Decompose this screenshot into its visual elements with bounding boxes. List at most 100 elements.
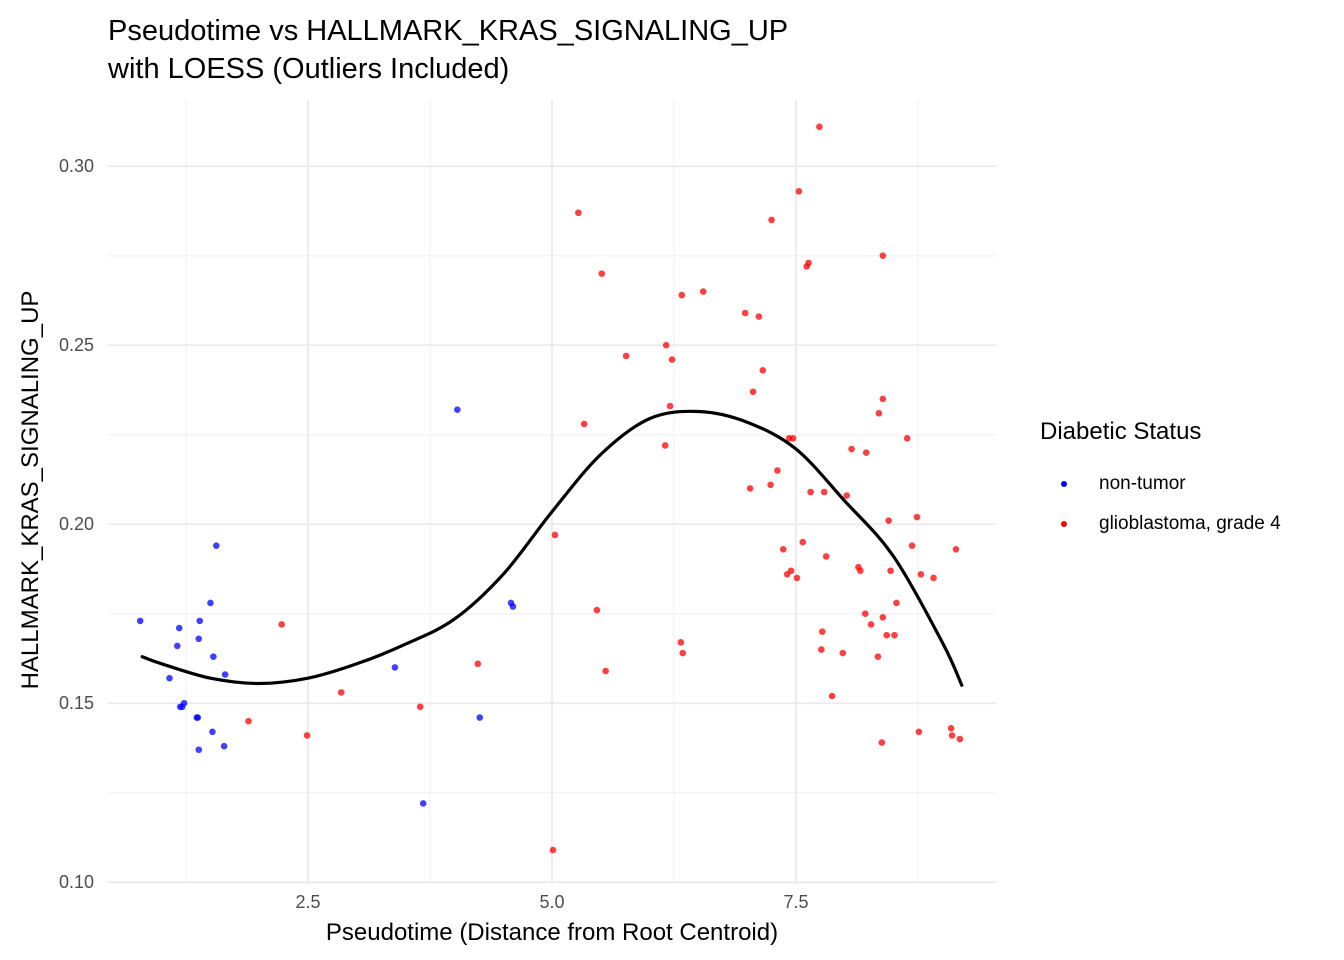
data-point (789, 435, 797, 442)
legend-item-glioblastoma: glioblastoma, grade 4 (1040, 504, 1281, 544)
x-tick-label: 7.5 (783, 892, 808, 912)
data-point (598, 270, 606, 277)
data-point (787, 567, 795, 575)
data-point (666, 402, 674, 410)
data-point (679, 649, 687, 657)
data-point (875, 409, 883, 417)
data-points (136, 123, 964, 854)
data-point (580, 420, 588, 428)
data-point (807, 488, 814, 496)
data-point (136, 617, 144, 625)
data-point (768, 216, 775, 224)
data-point (948, 732, 956, 739)
data-point (746, 485, 754, 492)
data-point (551, 531, 559, 539)
data-point (245, 717, 252, 725)
data-point (213, 542, 220, 549)
y-tick-labels: 0.10 0.15 0.20 0.25 0.30 (59, 156, 94, 892)
data-point (759, 366, 767, 374)
data-point (755, 313, 763, 320)
loess-line (140, 409, 964, 687)
data-point (593, 606, 601, 614)
data-point (209, 728, 216, 736)
y-tick-label: 0.25 (59, 335, 94, 355)
data-point (848, 445, 855, 453)
data-point (883, 631, 891, 639)
data-point (767, 481, 774, 489)
data-point (195, 746, 203, 754)
x-tick-label: 2.5 (296, 892, 321, 912)
legend-key-non-tumor (1055, 475, 1073, 493)
data-point (337, 689, 345, 696)
data-point (196, 617, 204, 625)
data-point (749, 388, 757, 396)
data-point (828, 692, 836, 700)
x-axis-title: Pseudotime (Distance from Root Centroid) (326, 919, 778, 946)
data-point (908, 542, 916, 549)
chart-title: Pseudotime vs HALLMARK_KRAS_SIGNALING_UP… (108, 12, 788, 88)
data-point (867, 621, 875, 628)
y-tick-label: 0.30 (59, 156, 94, 176)
data-point (419, 800, 427, 807)
data-point (947, 724, 955, 732)
data-point (952, 545, 960, 553)
data-point (509, 603, 517, 610)
data-point (278, 621, 285, 628)
data-point (913, 513, 921, 521)
data-point (857, 567, 864, 575)
data-point (917, 571, 925, 578)
data-point (930, 574, 937, 582)
data-point (220, 742, 228, 750)
data-point (622, 352, 630, 360)
y-tick-label: 0.20 (59, 514, 94, 534)
data-point (416, 703, 424, 711)
data-point (699, 288, 707, 295)
data-point (774, 467, 781, 474)
data-point (893, 599, 900, 607)
data-point (677, 639, 685, 646)
grid-major (108, 100, 996, 884)
legend-item-non-tumor: non-tumor (1040, 464, 1281, 504)
data-point (668, 356, 676, 363)
x-tick-labels: 2.5 5.0 7.5 (296, 892, 809, 912)
data-point (862, 449, 870, 456)
data-point (210, 653, 217, 660)
data-point (861, 610, 869, 618)
data-point (915, 728, 923, 736)
data-point (575, 209, 582, 217)
data-point (903, 435, 911, 442)
y-tick-label: 0.15 (59, 693, 94, 713)
data-point (303, 732, 311, 739)
data-point (839, 649, 847, 657)
data-point (878, 739, 886, 746)
data-point (843, 492, 850, 499)
data-point (661, 442, 669, 449)
data-point (678, 291, 686, 299)
data-point (175, 624, 183, 632)
data-point (818, 646, 825, 653)
legend-title: Diabetic Status (1040, 418, 1202, 445)
data-point (180, 699, 188, 707)
data-point (741, 309, 749, 317)
chart-subtitle: with LOESS (Outliers Included) (108, 53, 510, 85)
legend-label-glioblastoma: glioblastoma, grade 4 (1099, 513, 1281, 534)
legend: Diabetic Status non-tumor glioblastoma, … (1040, 418, 1281, 544)
data-point (454, 406, 461, 413)
data-point (879, 252, 887, 260)
data-point (879, 395, 887, 403)
data-point (166, 674, 173, 682)
data-point (887, 567, 894, 575)
data-point (891, 631, 898, 639)
data-point (820, 488, 828, 496)
chart-title-line1: Pseudotime vs HALLMARK_KRAS_SIGNALING_UP (108, 15, 789, 47)
data-point (819, 628, 826, 635)
x-tick-label: 5.0 (539, 892, 564, 912)
data-point (195, 635, 203, 643)
y-tick-label: 0.10 (59, 872, 94, 892)
data-point (173, 642, 181, 650)
data-point (207, 599, 214, 607)
data-point (816, 123, 823, 131)
data-point (799, 538, 807, 546)
data-point (822, 553, 830, 560)
